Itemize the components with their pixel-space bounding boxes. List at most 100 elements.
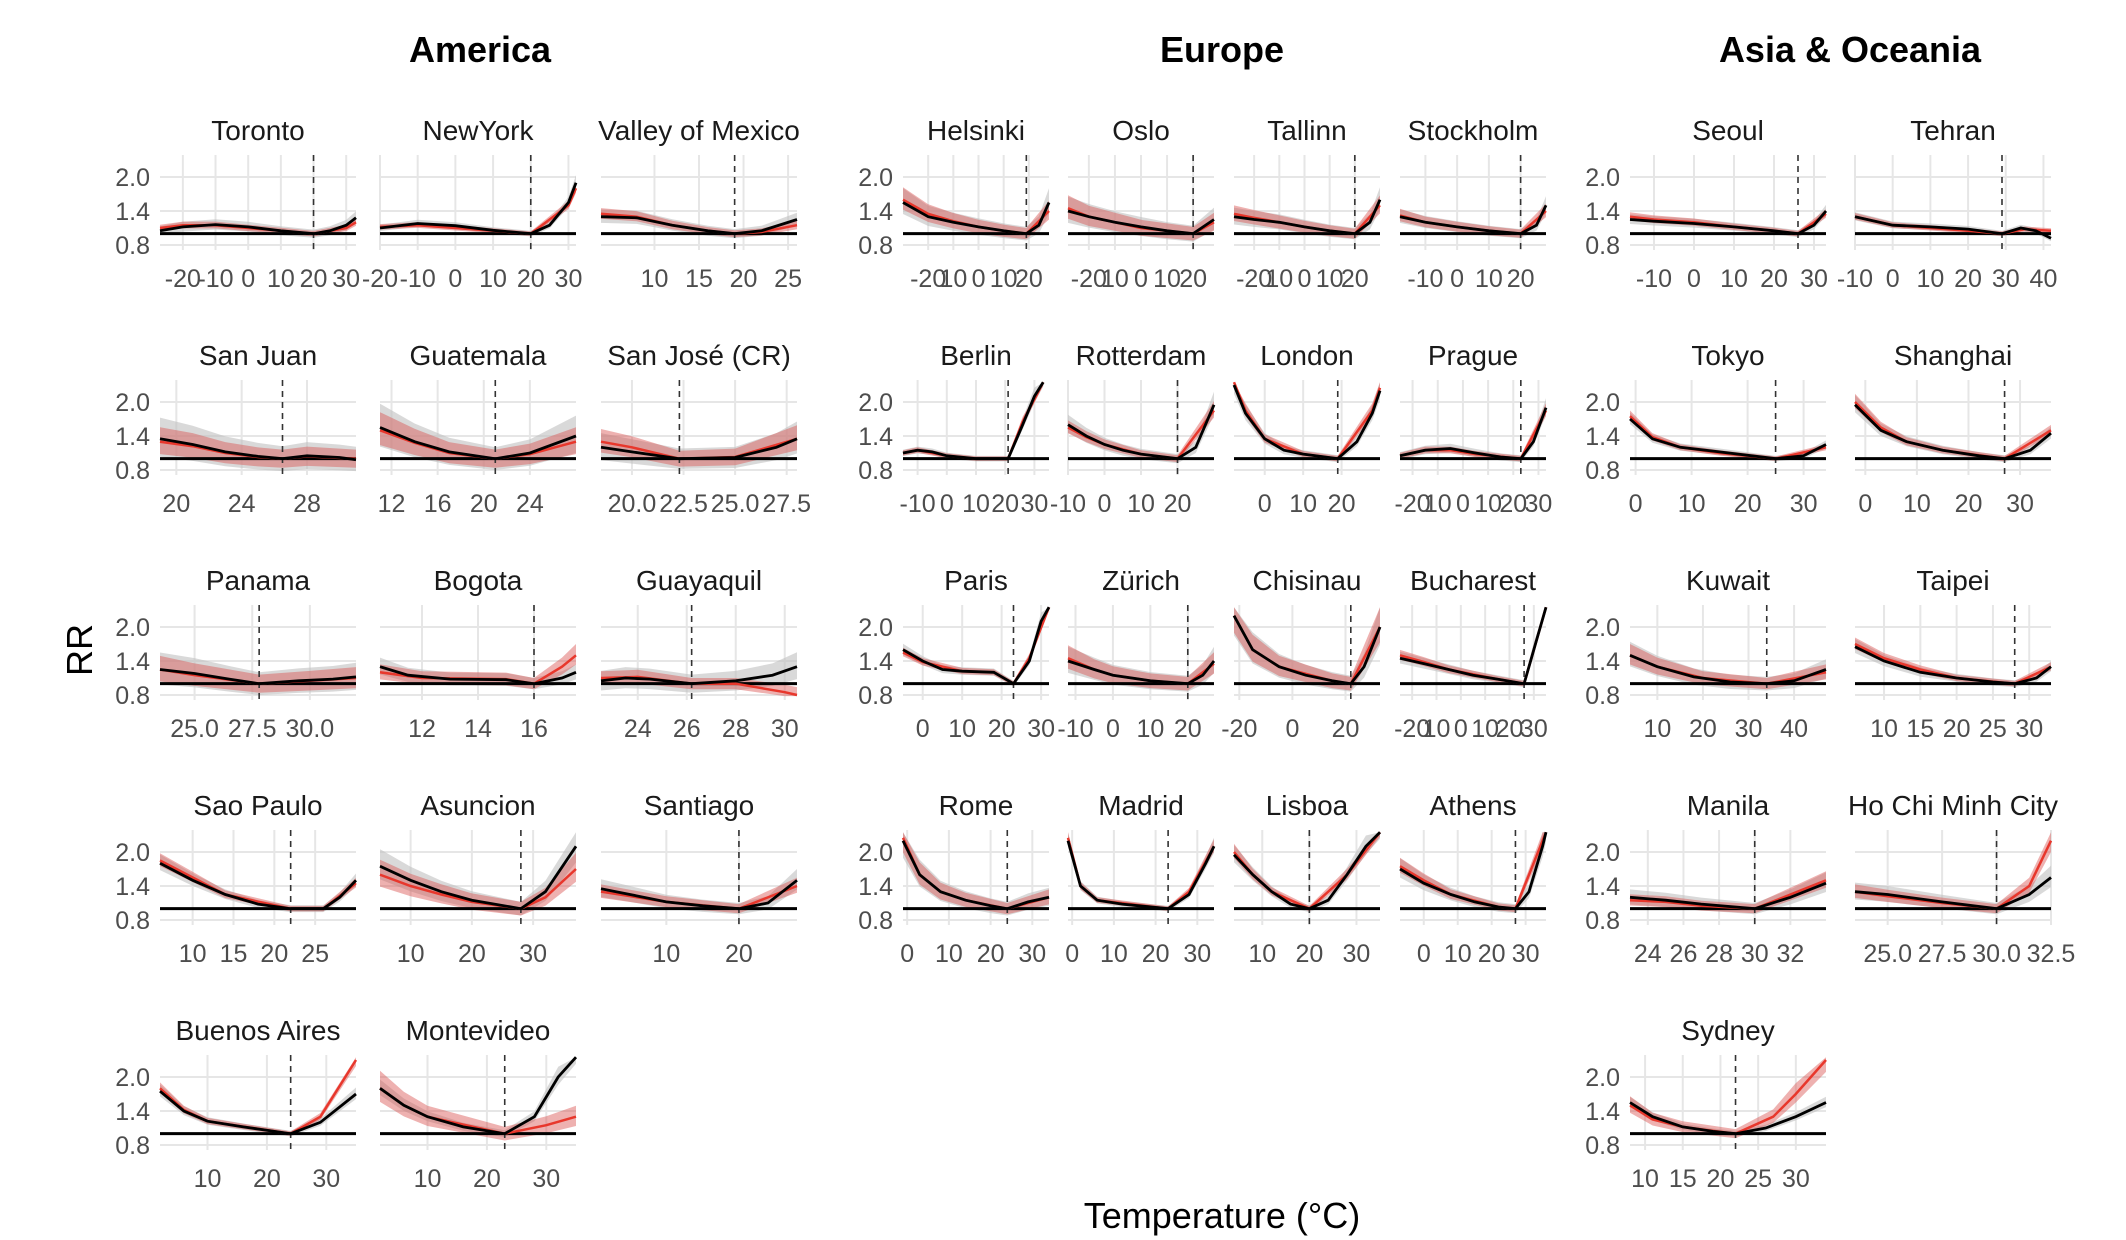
x-tick-label: 22.5	[659, 490, 708, 518]
y-tick-label: 2.0	[858, 614, 893, 642]
x-tick-label: 0	[940, 490, 954, 518]
ci-band-overall	[160, 211, 356, 238]
panel-title: Shanghai	[1894, 340, 2012, 371]
x-tick-label: 0	[1134, 265, 1148, 293]
x-tick-label: 12	[378, 490, 406, 518]
x-tick-label: 10	[1136, 715, 1164, 743]
ci-band-subgroup	[903, 607, 1049, 686]
x-tick-label: 30	[1800, 265, 1828, 293]
x-tick-label: 0	[1687, 265, 1701, 293]
y-tick-label: 0.8	[115, 907, 150, 935]
rr-curve-overall	[1233, 199, 1382, 236]
panel-z-rich: Zürich -10 0 10 20	[1057, 565, 1216, 743]
ci-band-overall	[1630, 204, 1826, 238]
y-tick-label: 0.8	[115, 232, 150, 260]
panel-stockholm: Stockholm -10 0 10 20	[1399, 115, 1548, 293]
ci-band-subgroup	[1400, 403, 1546, 462]
y-tick-label: 2.0	[115, 839, 150, 867]
ci-band-subgroup	[1855, 832, 2051, 914]
x-tick-label: 20	[730, 265, 758, 293]
x-tick-label: 10	[990, 265, 1018, 293]
ci-band-overall	[380, 832, 576, 916]
panel-title: London	[1260, 340, 1353, 371]
y-tick-label: 2.0	[115, 1064, 150, 1092]
y-tick-label: 2.0	[1585, 839, 1620, 867]
panel-sao-paulo: Sao Paulo 10 15 20 25 0.8 1.4 2.0	[115, 790, 358, 968]
panel-title: Athens	[1429, 790, 1516, 821]
ci-band-overall	[1400, 398, 1546, 463]
y-tick-label: 0.8	[858, 907, 893, 935]
panel-title: Zürich	[1102, 565, 1180, 596]
y-tick-label: 2.0	[1585, 614, 1620, 642]
panel-title: Valley of Mexico	[598, 115, 800, 146]
panel-title: Santiago	[644, 790, 755, 821]
x-tick-label: 30	[555, 265, 583, 293]
panel-title: San José (CR)	[607, 340, 791, 371]
y-tick-label: 0.8	[1585, 907, 1620, 935]
y-tick-label: 1.4	[115, 423, 150, 451]
panel-title: Stockholm	[1408, 115, 1539, 146]
x-tick-label: 20	[1760, 265, 1788, 293]
panel-title: Lisboa	[1266, 790, 1349, 821]
x-tick-label: 30	[532, 1165, 560, 1193]
x-tick-label: 0	[1065, 940, 1079, 968]
x-tick-label: 15	[685, 265, 713, 293]
x-tick-label: 40	[1780, 715, 1808, 743]
x-tick-label: 25	[1979, 715, 2007, 743]
x-tick-label: 10	[1916, 265, 1944, 293]
ci-band-subgroup	[1068, 401, 1214, 463]
x-tick-label: 20	[253, 1165, 281, 1193]
x-tick-label: 30	[1027, 715, 1055, 743]
x-tick-label: 10	[1248, 940, 1276, 968]
panel-tokyo: Tokyo 0 10 20 30 0.8 1.4 2.0	[1585, 340, 1827, 518]
x-tick-label: 10	[179, 940, 207, 968]
panel-chisinau: Chisinau -20 0 20	[1221, 565, 1382, 743]
x-tick-label: 10	[479, 265, 507, 293]
y-tick-label: 1.4	[1585, 198, 1620, 226]
panel-title: Sao Paulo	[193, 790, 322, 821]
ci-band-subgroup	[380, 852, 576, 916]
panel-asuncion: Asuncion 10 20 30	[379, 790, 578, 968]
y-tick-label: 2.0	[115, 164, 150, 192]
x-tick-label: 27.5	[762, 490, 811, 518]
x-tick-label: 0	[241, 265, 255, 293]
y-tick-label: 0.8	[858, 232, 893, 260]
ci-band-subgroup	[1068, 645, 1214, 691]
x-tick-label: 30	[312, 1165, 340, 1193]
group-title-europe: Europe	[1160, 29, 1284, 70]
panel-title: Rotterdam	[1076, 340, 1207, 371]
x-tick-label: 30	[519, 940, 547, 968]
group-title-america: America	[409, 29, 552, 70]
y-tick-label: 0.8	[115, 457, 150, 485]
ci-band-overall	[1400, 832, 1546, 914]
x-tick-label: 25.0	[711, 490, 760, 518]
x-tick-label: 10	[1720, 265, 1748, 293]
ci-band-overall	[1234, 607, 1380, 692]
rr-curve-overall	[902, 201, 1051, 236]
x-tick-label: 20	[1707, 1165, 1735, 1193]
panel-shanghai: Shanghai 0 10 20 30	[1854, 340, 2052, 518]
x-tick-label: 10	[267, 265, 295, 293]
x-tick-label: 10	[1424, 490, 1452, 518]
ci-band-overall	[1855, 865, 2051, 915]
y-tick-label: 1.4	[115, 873, 150, 901]
x-tick-label: 28	[722, 715, 750, 743]
ci-band-overall	[903, 832, 1049, 916]
x-tick-label: 10	[948, 715, 976, 743]
rr-curve-subgroup	[379, 868, 577, 910]
panel-paris: Paris 0 10 20 30 0.8 1.4 2.0	[858, 565, 1055, 743]
x-tick-label: 0	[1886, 265, 1900, 293]
x-tick-label: 15	[1906, 715, 1934, 743]
x-tick-label: 20	[1328, 490, 1356, 518]
x-tick-label: 20	[1295, 940, 1323, 968]
group-title-asia-oceania: Asia & Oceania	[1719, 29, 1982, 70]
panel-seoul: Seoul -10 0 10 20 30 0.8 1.4 2.0	[1585, 115, 1828, 293]
y-tick-label: 1.4	[115, 1098, 150, 1126]
x-tick-label: 10	[1474, 490, 1502, 518]
panel-kuwait: Kuwait 10 20 30 40 0.8 1.4 2.0	[1585, 565, 1827, 743]
ci-band-overall	[1068, 196, 1214, 242]
